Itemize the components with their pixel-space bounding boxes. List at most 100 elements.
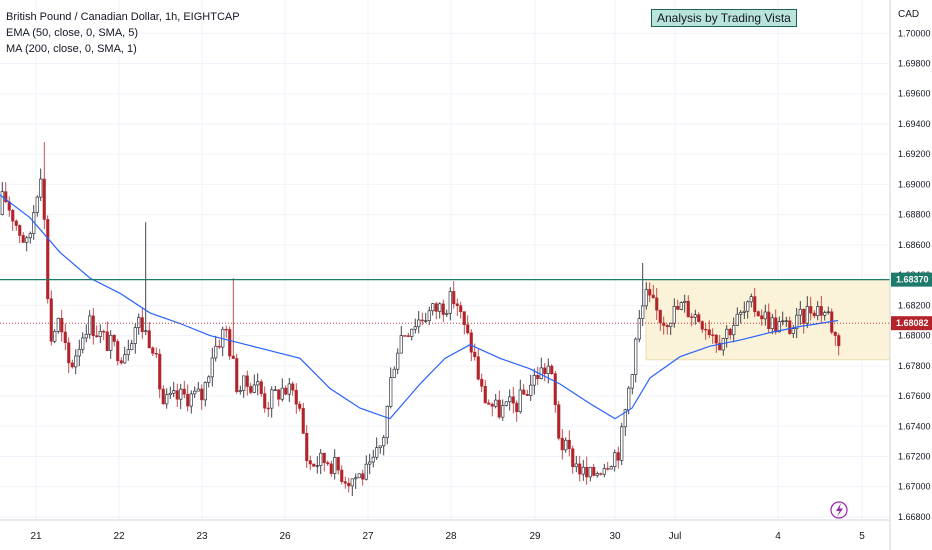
candle xyxy=(308,455,312,470)
candle xyxy=(746,300,750,319)
candle xyxy=(690,312,694,327)
candle xyxy=(410,328,414,341)
current-price-tag: 1.68082 xyxy=(891,316,932,331)
candle xyxy=(364,455,368,481)
candle xyxy=(452,281,456,309)
candle xyxy=(434,301,438,320)
candle xyxy=(581,459,585,481)
time-tick-label: Jul xyxy=(669,531,682,542)
candle xyxy=(546,358,550,384)
candle xyxy=(343,476,347,489)
candle xyxy=(347,477,351,493)
symbol-title[interactable]: British Pound / Canadian Dollar, 1h, EIG… xyxy=(6,11,240,23)
candle xyxy=(67,337,71,374)
candle xyxy=(427,306,431,325)
candle xyxy=(592,463,596,477)
candle xyxy=(242,375,246,398)
candle xyxy=(634,337,638,383)
candle xyxy=(756,310,760,317)
candle xyxy=(147,321,151,349)
candle xyxy=(186,384,190,412)
candle xyxy=(777,316,781,333)
candle xyxy=(368,453,372,475)
candle xyxy=(599,472,603,476)
candle xyxy=(375,437,379,460)
candle xyxy=(676,299,680,310)
candle xyxy=(399,326,403,354)
candle xyxy=(651,284,655,299)
candle xyxy=(340,465,344,485)
ma-indicator-label[interactable]: MA (200, close, 0, SMA, 1) xyxy=(6,43,137,55)
candle xyxy=(795,307,799,339)
candle xyxy=(270,386,274,418)
candle xyxy=(802,308,806,334)
candle xyxy=(77,339,81,367)
candle xyxy=(182,380,186,399)
candle xyxy=(693,309,697,325)
candle xyxy=(515,400,519,422)
candle xyxy=(532,368,536,395)
candle xyxy=(263,386,267,413)
price-tick-label: 1.68000 xyxy=(898,331,931,341)
candle xyxy=(172,381,176,398)
price-tick-label: 1.68200 xyxy=(898,300,931,310)
candle xyxy=(525,389,529,396)
candle xyxy=(441,299,445,322)
candle xyxy=(231,278,235,359)
candle xyxy=(245,370,249,396)
candle xyxy=(235,353,239,394)
price-tick-label: 1.67200 xyxy=(898,452,931,462)
time-tick-label: 28 xyxy=(445,531,457,542)
candle xyxy=(168,386,172,400)
candle xyxy=(455,298,459,316)
candle xyxy=(158,348,162,399)
price-tick-label: 1.67600 xyxy=(898,391,931,401)
candle xyxy=(459,301,463,319)
candle xyxy=(476,348,480,381)
price-tick-label: 1.70000 xyxy=(898,28,931,38)
candle xyxy=(564,437,568,453)
candle xyxy=(193,386,197,399)
candle xyxy=(70,359,74,369)
candle xyxy=(203,381,207,407)
lightning-icon[interactable] xyxy=(830,501,848,519)
candle xyxy=(11,208,15,232)
candle xyxy=(161,385,165,405)
candle xyxy=(14,219,18,231)
candle xyxy=(133,323,137,354)
resistance-price-tag: 1.68370 xyxy=(891,272,932,287)
candle xyxy=(298,401,302,412)
time-tick-label: 23 xyxy=(196,531,208,542)
candle xyxy=(585,456,589,485)
candle xyxy=(784,316,788,327)
candle xyxy=(179,383,183,410)
candle xyxy=(445,309,449,317)
candle xyxy=(812,310,816,319)
candle xyxy=(511,386,515,414)
candle xyxy=(123,346,127,364)
candle xyxy=(385,405,389,445)
ema-indicator-label[interactable]: EMA (50, close, 0, SMA, 5) xyxy=(6,27,139,39)
price-tick-label: 1.69800 xyxy=(898,58,931,68)
candle xyxy=(74,349,78,375)
candle xyxy=(833,331,837,346)
candle xyxy=(116,339,120,366)
candle xyxy=(588,466,592,482)
candle xyxy=(686,295,690,318)
candle xyxy=(189,390,193,414)
candle xyxy=(620,423,624,466)
candle xyxy=(382,435,386,456)
candle xyxy=(333,449,337,480)
candle xyxy=(749,293,753,308)
candle xyxy=(497,390,501,420)
candle xyxy=(49,290,53,346)
chart-legend: British Pound / Canadian Dollar, 1h, EIG… xyxy=(6,9,240,57)
ema-line[interactable] xyxy=(0,194,839,420)
candle xyxy=(567,430,571,457)
candle xyxy=(728,327,732,340)
candle xyxy=(707,320,711,339)
time-tick-label: 30 xyxy=(609,531,621,542)
candle xyxy=(280,378,284,402)
candle xyxy=(46,215,50,304)
